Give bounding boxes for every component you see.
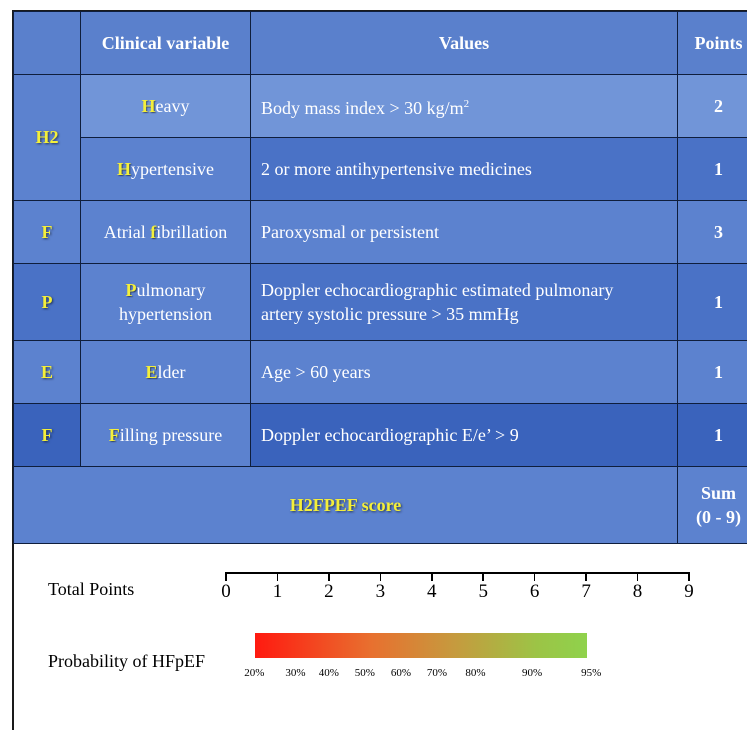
header-values: Values [251,12,678,75]
points-heavy: 2 [678,75,747,138]
probability-gradient-bar [255,633,587,658]
probability-tick-label: 60% [386,667,416,679]
probability-tick-label: 80% [461,667,491,679]
value-age: Age > 60 years [251,341,678,404]
total-points-tick [534,572,536,581]
table-row: Hypertensive 2 or more antihypertensive … [14,138,747,201]
value-paroxysmal: Paroxysmal or persistent [251,201,678,264]
code-p: P [14,264,81,341]
total-points-tick [688,572,690,581]
header-clinical-variable: Clinical variable [81,12,251,75]
code-e: E [14,341,81,404]
value-ee-ratio: Doppler echocardiographic E/e’ > 9 [251,404,678,467]
total-points-tick [225,572,227,581]
h2fpef-table: Clinical variable Values Points H2 Heavy… [13,11,747,544]
total-points-tick-label: 8 [628,581,648,603]
value-pulmonary-pressure: Doppler echocardiographic estimated pulm… [251,264,678,341]
header-points: Points [678,12,747,75]
points-filling: 1 [678,404,747,467]
probability-tick-label: 95% [576,667,606,679]
table-row: F Atrial fibrillation Paroxysmal or pers… [14,201,747,264]
probability-tick-label: 20% [239,667,269,679]
table-row: E Elder Age > 60 years 1 [14,341,747,404]
total-points-tick-label: 0 [216,581,236,603]
total-points-tick [431,572,433,581]
total-points-tick [482,572,484,581]
total-points-tick-label: 9 [679,581,699,603]
probability-tick-label: 90% [517,667,547,679]
total-points-label: Total Points [48,579,134,600]
score-sum: Sum(0 - 9) [678,467,747,544]
table-row: H2 Heavy Body mass index > 30 kg/m2 2 [14,75,747,138]
variable-atrial-fibrillation: Atrial fibrillation [81,201,251,264]
code-f-atrial: F [14,201,81,264]
probability-tick-label: 70% [422,667,452,679]
points-atrial: 3 [678,201,747,264]
nomogram: Total Points 0 1 2 3 4 5 6 7 8 9 Probability of H… [0,540,747,704]
header-row: Clinical variable Values Points [14,12,747,75]
probability-tick-label: 50% [350,667,380,679]
total-points-axis [226,572,689,574]
value-bmi: Body mass index > 30 kg/m2 [251,75,678,138]
header-code [14,12,81,75]
total-points-tick [637,572,639,581]
total-points-tick [277,572,279,581]
probability-label: Probability of HFpEF [48,651,205,672]
points-pulmonary: 1 [678,264,747,341]
total-points-tick-label: 5 [473,581,493,603]
total-points-tick-label: 6 [525,581,545,603]
variable-elder: Elder [81,341,251,404]
probability-tick-label: 30% [280,667,310,679]
code-f-filling: F [14,404,81,467]
points-hypertensive: 1 [678,138,747,201]
total-points-tick-label: 2 [319,581,339,603]
table-row: F Filling pressure Doppler echocardiogra… [14,404,747,467]
variable-filling-pressure: Filling pressure [81,404,251,467]
score-row: H2FPEF score Sum(0 - 9) [14,467,747,544]
total-points-tick [380,572,382,581]
total-points-tick [585,572,587,581]
total-points-tick [328,572,330,581]
total-points-tick-label: 3 [370,581,390,603]
total-points-tick-label: 1 [267,581,287,603]
total-points-tick-label: 7 [576,581,596,603]
points-elder: 1 [678,341,747,404]
score-title: H2FPEF score [14,467,678,544]
variable-hypertensive: Hypertensive [81,138,251,201]
probability-tick-label: 40% [314,667,344,679]
code-h2: H2 [14,75,81,201]
variable-heavy: Heavy [81,75,251,138]
value-antihypertensive: 2 or more antihypertensive medicines [251,138,678,201]
total-points-tick-label: 4 [422,581,442,603]
